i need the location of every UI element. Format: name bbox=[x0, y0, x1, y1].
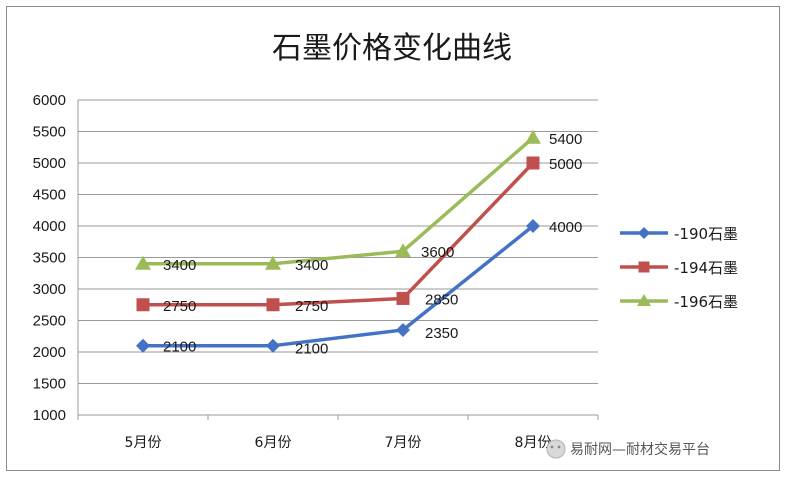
series-line bbox=[143, 136, 535, 266]
series-line bbox=[143, 224, 535, 348]
y-tick-label: 6000 bbox=[33, 92, 66, 109]
legend-item: -194石墨 bbox=[620, 259, 738, 277]
x-tick-label: 5月份 bbox=[125, 435, 162, 451]
y-axis: 1000 1500 2000 2500 3000 3500 4000 4500 5000 5500… bbox=[33, 92, 79, 424]
legend-marker bbox=[638, 261, 650, 273]
data-label: 2100 bbox=[295, 341, 328, 358]
data-label: 3400 bbox=[295, 257, 328, 274]
series-2 bbox=[136, 156, 540, 312]
data-point bbox=[525, 129, 541, 144]
y-tick-label: 2000 bbox=[33, 344, 66, 361]
data-label: 3600 bbox=[421, 244, 454, 261]
data-label: 5000 bbox=[549, 156, 582, 173]
data-point bbox=[396, 291, 410, 305]
legend: -190石墨 -194石墨 -196石墨 bbox=[620, 225, 738, 311]
y-tick-label: 4500 bbox=[33, 187, 66, 204]
legend-label: -194石墨 bbox=[674, 259, 738, 277]
y-tick-label: 2500 bbox=[33, 313, 66, 330]
x-tick-label: 6月份 bbox=[255, 435, 292, 451]
data-label: 2100 bbox=[163, 339, 196, 356]
x-axis: 5月份 6月份 7月份 8月份 bbox=[77, 415, 599, 451]
legend-item: -196石墨 bbox=[620, 293, 738, 311]
chart-title: 石墨价格变化曲线 bbox=[272, 31, 512, 66]
watermark-text: 易耐网—耐材交易平台 bbox=[570, 441, 710, 458]
y-tick-label: 1500 bbox=[33, 376, 66, 393]
chart-frame bbox=[6, 6, 780, 471]
data-label: 4000 bbox=[549, 219, 582, 236]
data-point bbox=[396, 322, 410, 337]
data-point bbox=[395, 243, 411, 258]
wechat-icon bbox=[546, 439, 566, 459]
grid-lines bbox=[78, 99, 598, 416]
y-tick-label: 1000 bbox=[33, 407, 66, 424]
data-label: 5400 bbox=[549, 131, 582, 148]
series-group bbox=[135, 129, 541, 353]
data-point bbox=[136, 338, 150, 353]
data-point bbox=[136, 298, 150, 312]
data-point bbox=[265, 255, 281, 270]
x-tick-label: 7月份 bbox=[385, 435, 422, 451]
data-label: 2750 bbox=[295, 298, 328, 315]
data-point bbox=[266, 338, 280, 353]
watermark: 易耐网—耐材交易平台 bbox=[546, 439, 710, 459]
y-tick-label: 3500 bbox=[33, 250, 66, 267]
series-1 bbox=[136, 219, 540, 353]
y-tick-label: 4000 bbox=[33, 218, 66, 235]
legend-marker bbox=[638, 227, 650, 239]
data-point bbox=[135, 255, 151, 270]
data-point bbox=[526, 219, 540, 233]
data-label: 3400 bbox=[163, 257, 196, 274]
series-line bbox=[143, 161, 535, 307]
legend-marker bbox=[637, 294, 651, 306]
series-3 bbox=[135, 129, 541, 270]
legend-label: -196石墨 bbox=[674, 293, 738, 311]
data-point bbox=[526, 156, 540, 170]
x-tick-label: 8月份 bbox=[515, 435, 552, 451]
data-labels: 2100 2100 2350 4000 2750 2750 2850 5000 3400 3400… bbox=[163, 131, 582, 358]
y-tick-label: 5500 bbox=[33, 124, 66, 141]
data-point bbox=[266, 298, 280, 312]
data-label: 2750 bbox=[163, 298, 196, 315]
legend-item: -190石墨 bbox=[620, 225, 738, 243]
y-tick-label: 5000 bbox=[33, 155, 66, 172]
legend-label: -190石墨 bbox=[674, 225, 738, 243]
y-tick-label: 3000 bbox=[33, 281, 66, 298]
data-label: 2350 bbox=[425, 325, 458, 342]
data-label: 2850 bbox=[425, 291, 458, 308]
